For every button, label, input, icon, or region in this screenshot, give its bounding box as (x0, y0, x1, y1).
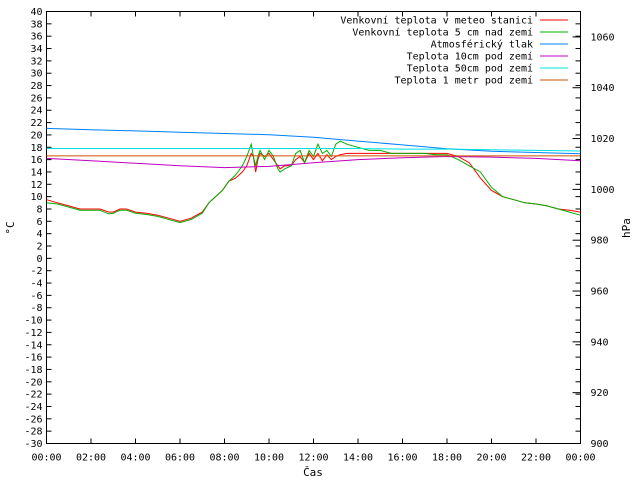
y2-tick-label: 980 (591, 236, 609, 247)
y2-axis-title: hPa (620, 218, 633, 238)
x-tick-label: 04:00 (120, 453, 150, 464)
y-tick-label: 6 (36, 217, 42, 228)
y-tick-label: -20 (24, 377, 42, 388)
y-tick-label: 10 (30, 192, 42, 203)
legend: Venkovní teplota v meteo staniciVenkovní… (340, 15, 568, 87)
y2-tick-label: 940 (591, 337, 609, 348)
y-axis-title: °C (4, 221, 17, 234)
y-tick-label: -14 (24, 340, 42, 351)
y-tick-label: 8 (36, 204, 42, 215)
axis-ticks: -30-28-26-24-22-20-18-16-14-12-10-8-6-4-… (24, 7, 614, 464)
y-tick-label: 24 (30, 106, 42, 117)
y-tick-label: 0 (36, 254, 42, 265)
y2-tick-label: 920 (591, 388, 609, 399)
y2-tick-label: 1000 (591, 185, 615, 196)
y-tick-label: -12 (24, 328, 42, 339)
y-tick-label: 4 (36, 229, 42, 240)
series-line-1 (46, 152, 581, 222)
x-tick-label: 02:00 (76, 453, 106, 464)
y-tick-label: 28 (30, 81, 42, 92)
y-tick-label: -2 (30, 266, 42, 277)
x-tick-label: 22:00 (521, 453, 551, 464)
x-tick-label: 20:00 (476, 453, 506, 464)
x-tick-label: 14:00 (343, 453, 373, 464)
legend-label-2: Venkovní teplota 5 cm nad zemí (352, 27, 533, 39)
y-tick-label: 20 (30, 130, 42, 141)
y-tick-label: 34 (30, 44, 42, 55)
y-tick-label: -10 (24, 316, 42, 327)
x-tick-label: 00:00 (31, 453, 61, 464)
legend-label-5: Teplota 50cm pod zemí (407, 63, 533, 75)
series-line-5 (46, 148, 581, 152)
legend-label-1: Venkovní teplota v meteo stanici (340, 15, 533, 27)
y2-tick-label: 960 (591, 287, 609, 298)
legend-label-6: Teplota 1 metr pod zemí (395, 75, 533, 87)
y-tick-label: -16 (24, 353, 42, 364)
legend-label-4: Teplota 10cm pod zemí (407, 51, 533, 63)
y-tick-label: -22 (24, 390, 42, 401)
y2-tick-label: 1060 (591, 32, 615, 43)
y-tick-label: 26 (30, 93, 42, 104)
x-tick-label: 06:00 (165, 453, 195, 464)
x-tick-label: 18:00 (432, 453, 462, 464)
y-tick-label: 38 (30, 19, 42, 30)
y-tick-label: -26 (24, 414, 42, 425)
x-tick-label: 16:00 (387, 453, 417, 464)
y-tick-label: 12 (30, 180, 42, 191)
y-tick-label: -28 (24, 427, 42, 438)
y-tick-label: -6 (30, 291, 42, 302)
y-tick-label: -18 (24, 365, 42, 376)
x-tick-label: 12:00 (298, 453, 328, 464)
y2-tick-label: 1040 (591, 83, 615, 94)
series-line-4 (46, 155, 581, 169)
y-tick-label: 16 (30, 155, 42, 166)
y-tick-label: 40 (30, 7, 42, 18)
y2-tick-label: 900 (591, 439, 609, 450)
y-tick-label: 36 (30, 32, 42, 43)
y-tick-label: 32 (30, 56, 42, 67)
x-tick-label: 08:00 (209, 453, 239, 464)
y-tick-label: 2 (36, 242, 42, 253)
data-series (46, 127, 581, 224)
series-line-3 (46, 127, 581, 155)
x-tick-label: 10:00 (254, 453, 284, 464)
y-tick-label: 30 (30, 69, 42, 80)
y-tick-label: -8 (30, 303, 42, 314)
y2-tick-label: 1020 (591, 134, 615, 145)
y-tick-label: -30 (24, 439, 42, 450)
y-tick-label: 22 (30, 118, 42, 129)
y-tick-label: 14 (30, 167, 42, 178)
y-tick-label: -4 (30, 279, 42, 290)
x-tick-label: 00:00 (565, 453, 595, 464)
x-axis-title: Čas (303, 466, 323, 479)
y-tick-label: 18 (30, 143, 42, 154)
legend-label-3: Atmosférický tlak (431, 39, 533, 51)
series-line-2 (46, 140, 581, 224)
y-tick-label: -24 (24, 402, 42, 413)
